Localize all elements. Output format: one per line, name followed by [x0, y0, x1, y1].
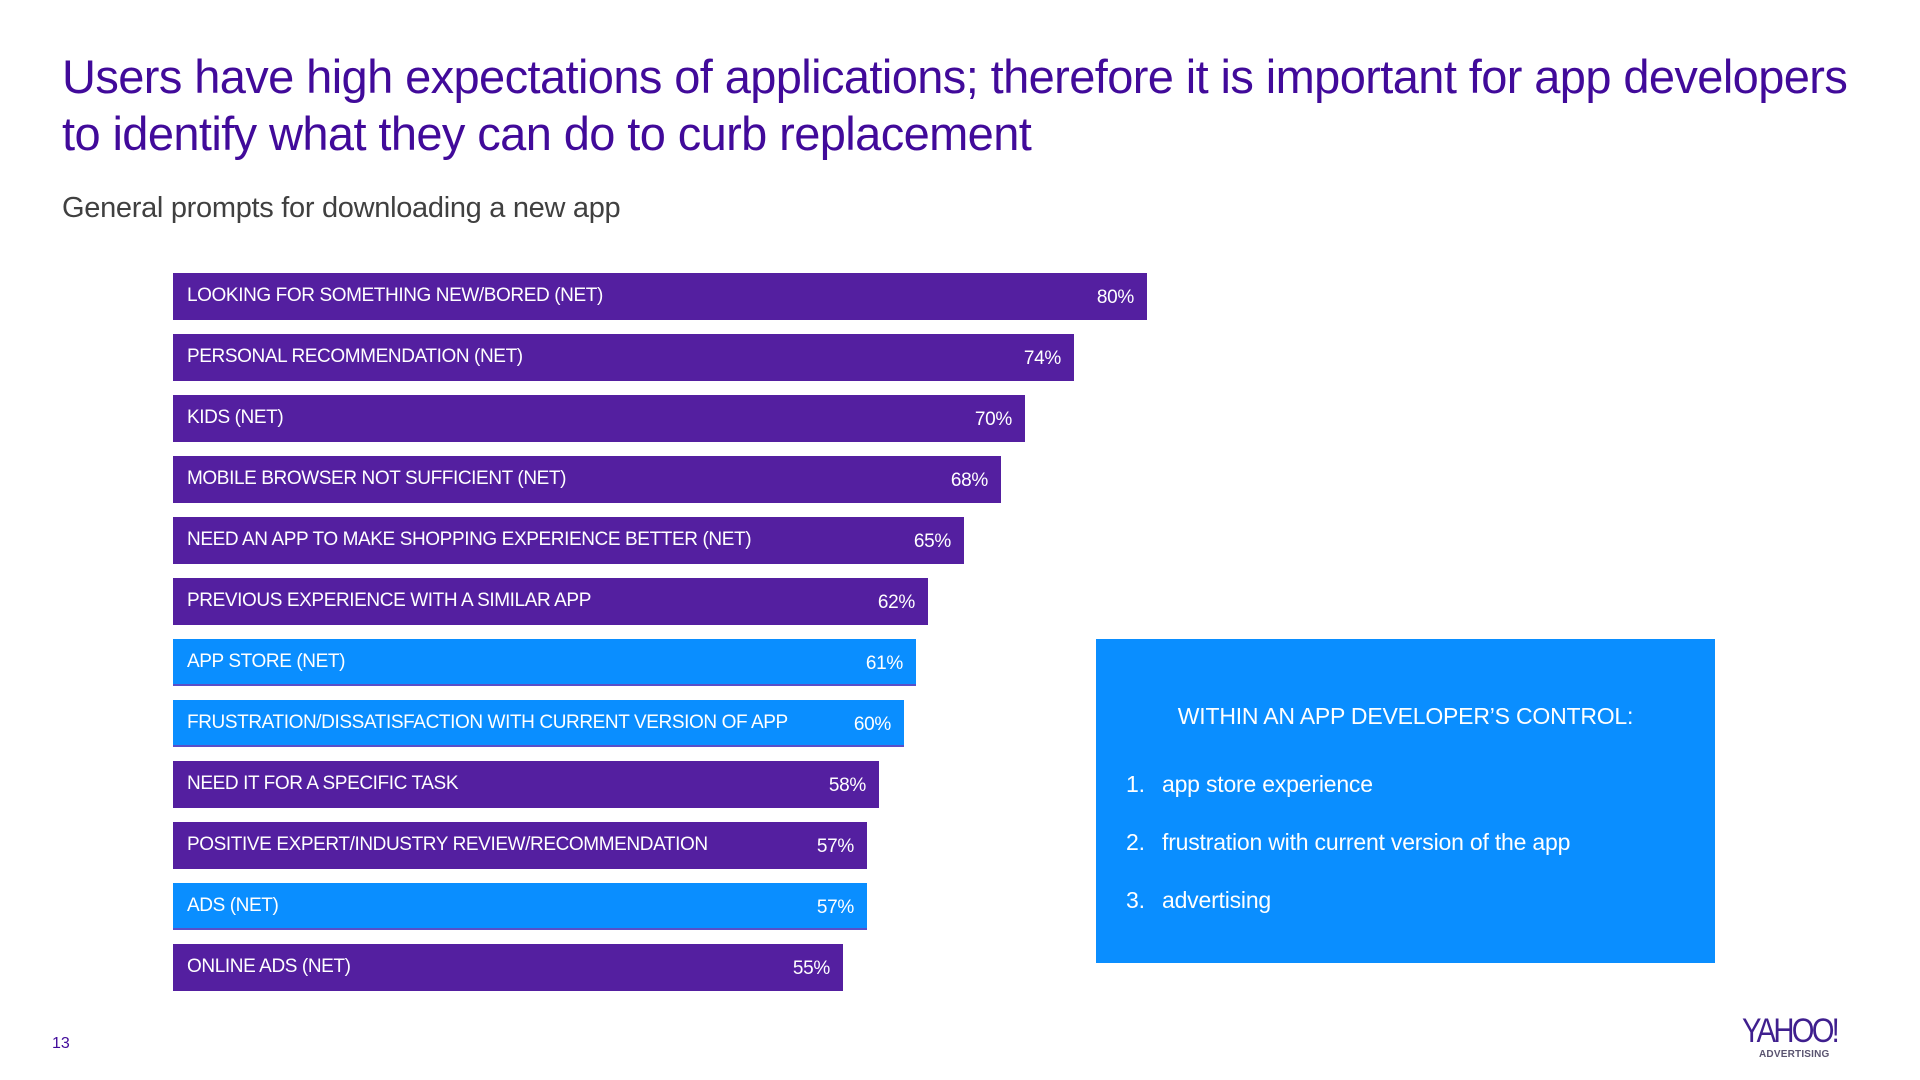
callout-item-number: 1.: [1126, 771, 1145, 797]
bar-value-label: 61%: [865, 653, 903, 674]
bar-value-label: 57%: [816, 897, 854, 918]
bar-category-label: PREVIOUS EXPERIENCE WITH A SIMILAR APP: [187, 590, 591, 611]
bar-category-label: LOOKING FOR SOMETHING NEW/BORED (NET): [187, 285, 603, 306]
chart-subtitle: General prompts for downloading a new ap…: [62, 192, 621, 224]
bar-category-label: ADS (NET): [187, 895, 279, 916]
callout-item-text: advertising: [1162, 887, 1272, 913]
callout-item-number: 3.: [1126, 887, 1145, 913]
bar-other: PREVIOUS EXPERIENCE WITH A SIMILAR APP 62…: [173, 578, 928, 625]
bar-other: KIDS (NET) 70%: [173, 395, 1025, 442]
yahoo-wordmark: YAHOO!: [1742, 1012, 1840, 1050]
bar-value-label: 55%: [792, 958, 830, 979]
bar-category-label: FRUSTRATION/DISSATISFACTION WITH CURRENT…: [187, 712, 788, 733]
bar-category-label: PERSONAL RECOMMENDATION (NET): [187, 346, 523, 367]
page-number: 13: [52, 1035, 70, 1052]
bar-value-label: 62%: [877, 592, 915, 613]
bar-value-label: 80%: [1096, 287, 1134, 308]
bar-category-label: NEED AN APP TO MAKE SHOPPING EXPERIENCE …: [187, 529, 752, 550]
callout-item-number: 2.: [1126, 829, 1145, 855]
yahoo-advertising-logo: YAHOO! ADVERTISING: [1740, 1013, 1865, 1063]
bar-other: POSITIVE EXPERT/INDUSTRY REVIEW/RECOMMEN…: [173, 822, 867, 869]
developer-control-callout: WITHIN AN APP DEVELOPER’S CONTROL: 1. ap…: [1096, 639, 1715, 963]
bar-other: NEED AN APP TO MAKE SHOPPING EXPERIENCE …: [173, 517, 964, 564]
bar-controllable: ADS (NET) 57%: [173, 883, 867, 930]
bar-value-label: 60%: [853, 714, 891, 735]
bar-category-label: NEED IT FOR A SPECIFIC TASK: [187, 773, 459, 794]
bar-category-label: KIDS (NET): [187, 407, 284, 428]
logo-advertising-text: ADVERTISING: [1759, 1049, 1830, 1060]
callout-heading: WITHIN AN APP DEVELOPER’S CONTROL:: [1177, 703, 1634, 729]
bar-category-label: APP STORE (NET): [187, 651, 345, 672]
bar-value-label: 74%: [1023, 348, 1061, 369]
bar-value-label: 57%: [816, 836, 854, 857]
bar-other: LOOKING FOR SOMETHING NEW/BORED (NET) 80%: [173, 273, 1147, 320]
bar-category-label: MOBILE BROWSER NOT SUFFICIENT (NET): [187, 468, 567, 489]
bar-controllable: APP STORE (NET) 61%: [173, 639, 916, 686]
bar-value-label: 68%: [950, 470, 988, 491]
bar-controllable: FRUSTRATION/DISSATISFACTION WITH CURRENT…: [173, 700, 904, 747]
bar-other: PERSONAL RECOMMENDATION (NET) 74%: [173, 334, 1074, 381]
callout-item-text: frustration with current version of the …: [1162, 829, 1571, 855]
bar-value-label: 58%: [828, 775, 866, 796]
slide-title: Users have high expectations of applicat…: [62, 50, 1848, 160]
bar-category-label: POSITIVE EXPERT/INDUSTRY REVIEW/RECOMMEN…: [187, 834, 708, 855]
bar-category-label: ONLINE ADS (NET): [187, 956, 351, 977]
bar-other: NEED IT FOR A SPECIFIC TASK 58%: [173, 761, 879, 808]
bar-other: MOBILE BROWSER NOT SUFFICIENT (NET) 68%: [173, 456, 1001, 503]
callout-item-text: app store experience: [1162, 771, 1373, 797]
bar-other: ONLINE ADS (NET) 55%: [173, 944, 843, 991]
bar-value-label: 65%: [913, 531, 951, 552]
bar-value-label: 70%: [974, 409, 1012, 430]
